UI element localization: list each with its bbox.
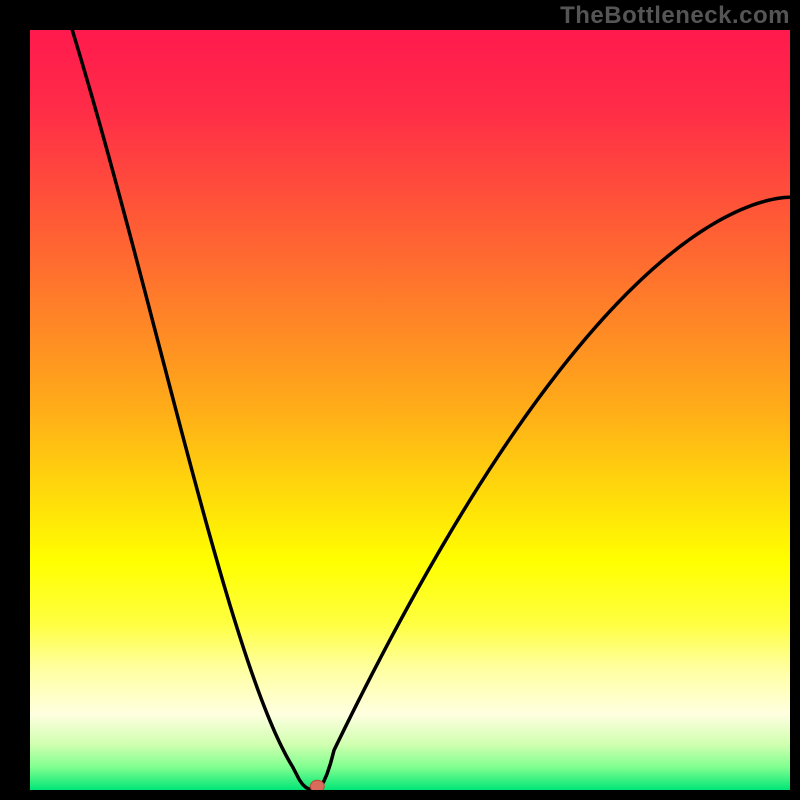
chart-container: TheBottleneck.com [0, 0, 800, 800]
chart-plot-background [30, 30, 790, 790]
watermark-label: TheBottleneck.com [560, 2, 790, 30]
bottleneck-chart [0, 0, 800, 800]
